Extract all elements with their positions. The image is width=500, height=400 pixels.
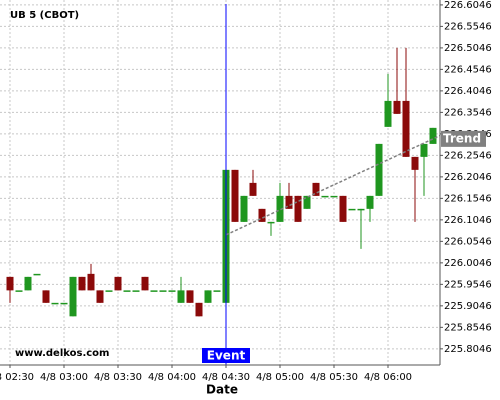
candle-body bbox=[78, 276, 86, 291]
x-tick-label: 4/8 06:00 bbox=[364, 372, 412, 383]
candle-body bbox=[186, 290, 194, 303]
chart-title: UB 5 (CBOT) bbox=[10, 10, 79, 21]
y-tick-label: 226.4046 bbox=[444, 86, 492, 97]
trend-line bbox=[225, 134, 441, 236]
candle-body bbox=[150, 290, 158, 292]
watermark: www.delkos.com bbox=[15, 348, 109, 359]
y-tick-label: 226.1046 bbox=[444, 215, 492, 226]
candle-body bbox=[6, 276, 14, 291]
y-tick-label: 225.9546 bbox=[444, 279, 492, 290]
y-tick-label: 225.9046 bbox=[444, 301, 492, 312]
y-tick-label: 226.4546 bbox=[444, 64, 492, 75]
candle-body bbox=[195, 302, 203, 317]
candle-body bbox=[375, 143, 383, 196]
x-tick-label: 4/8 03:30 bbox=[94, 372, 142, 383]
y-tick-label: 226.0046 bbox=[444, 258, 492, 269]
candle-body bbox=[402, 100, 410, 157]
y-tick-label: 226.2546 bbox=[444, 150, 492, 161]
candle-body bbox=[24, 276, 32, 291]
candle-body bbox=[123, 290, 131, 292]
y-tick-label: 226.0546 bbox=[444, 236, 492, 247]
event-label: Event bbox=[207, 349, 246, 363]
candle-body bbox=[321, 195, 329, 198]
candle-body bbox=[204, 290, 212, 303]
x-tick-label: 4/8 05:00 bbox=[256, 372, 304, 383]
marks bbox=[6, 4, 441, 365]
candle-body bbox=[411, 156, 419, 170]
candle-body bbox=[141, 276, 149, 291]
candle-body bbox=[330, 195, 338, 198]
candle-body bbox=[96, 290, 104, 303]
candle-body bbox=[42, 290, 50, 303]
candle-body bbox=[231, 169, 239, 222]
event-label-box bbox=[202, 348, 250, 363]
x-tick-label: 4/8 04:30 bbox=[202, 372, 250, 383]
x-tick-label: 4/8 04:00 bbox=[148, 372, 196, 383]
candle-body bbox=[366, 195, 374, 209]
candle-body bbox=[357, 208, 365, 211]
x-tick-label: 4/8 03:00 bbox=[40, 372, 88, 383]
y-tick-label: 226.2046 bbox=[444, 172, 492, 183]
candle-body bbox=[339, 195, 347, 222]
y-tick-label: 225.8046 bbox=[444, 344, 492, 355]
candle-body bbox=[33, 273, 41, 276]
candle-body bbox=[420, 143, 428, 157]
candle-body bbox=[105, 290, 113, 292]
y-tick-label: 226.6046 bbox=[444, 0, 492, 11]
candle-body bbox=[213, 290, 221, 292]
candle-body bbox=[429, 127, 437, 144]
candle-body bbox=[87, 273, 95, 291]
candle-body bbox=[258, 208, 266, 222]
y-tick-label: 226.1546 bbox=[444, 193, 492, 204]
candle-body bbox=[114, 276, 122, 291]
candle-body bbox=[159, 290, 167, 292]
candle-body bbox=[384, 100, 392, 127]
candle-body bbox=[348, 208, 356, 211]
trend-label-box bbox=[441, 130, 486, 147]
candle-body bbox=[168, 290, 176, 292]
candle-body bbox=[267, 221, 275, 224]
candle-body bbox=[51, 302, 59, 305]
candle-body bbox=[276, 195, 284, 222]
candle-body bbox=[312, 182, 320, 196]
y-tick-label: 225.8546 bbox=[444, 322, 492, 333]
x-tick-label: 4/8 02:30 bbox=[0, 372, 34, 383]
candle-body bbox=[249, 182, 257, 196]
candle-body bbox=[15, 290, 23, 292]
candle-body bbox=[60, 302, 68, 305]
y-tick-label: 226.3546 bbox=[444, 107, 492, 118]
candle-body bbox=[132, 290, 140, 292]
candle-body bbox=[294, 195, 302, 222]
candle-body bbox=[240, 195, 248, 222]
labels: 225.8046 225.8546 225.9046 225.9546 226.0046… bbox=[0, 0, 492, 383]
x-axis-title: Date bbox=[206, 383, 238, 397]
candle-body bbox=[69, 276, 77, 317]
trend-label: Trend bbox=[443, 131, 481, 145]
candle-body bbox=[303, 195, 311, 209]
y-tick-label: 226.5046 bbox=[444, 43, 492, 54]
y-tick-label: 226.5546 bbox=[444, 21, 492, 32]
candle-body bbox=[393, 100, 401, 114]
x-tick-label: 4/8 05:30 bbox=[310, 372, 358, 383]
candle-body bbox=[177, 290, 185, 303]
candle-body bbox=[285, 195, 293, 209]
